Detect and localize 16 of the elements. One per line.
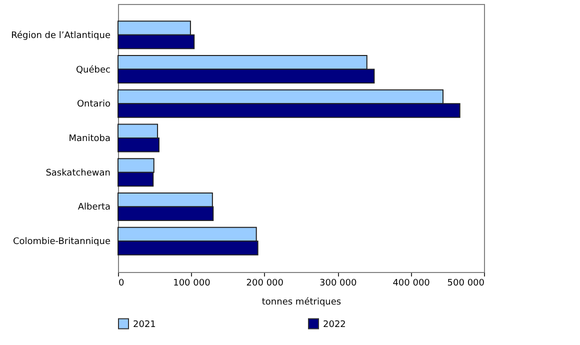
y-tick-label: Saskatchewan <box>46 168 110 178</box>
x-tick-label: 100 000 <box>173 278 211 288</box>
y-tick-label: Manitoba <box>68 134 110 144</box>
x-tick-label: 500 000 <box>447 278 485 288</box>
y-tick-label: Colombie-Britannique <box>12 237 111 248</box>
y-tick-label: Québec <box>76 64 111 76</box>
x-tick-label: 0 <box>118 278 124 288</box>
y-tick-label: Région de l’Atlantique <box>11 30 111 41</box>
x-tick-label: 200 000 <box>246 278 284 288</box>
legend-label: 2021 <box>133 320 156 330</box>
x-axis-title: tonnes métriques <box>262 296 342 308</box>
y-tick-label: Alberta <box>78 202 110 213</box>
y-tick-label: Ontario <box>76 100 111 110</box>
legend-label: 2022 <box>323 320 346 330</box>
x-tick-label: 300 000 <box>319 278 357 288</box>
x-tick-label: 400 000 <box>392 278 430 288</box>
